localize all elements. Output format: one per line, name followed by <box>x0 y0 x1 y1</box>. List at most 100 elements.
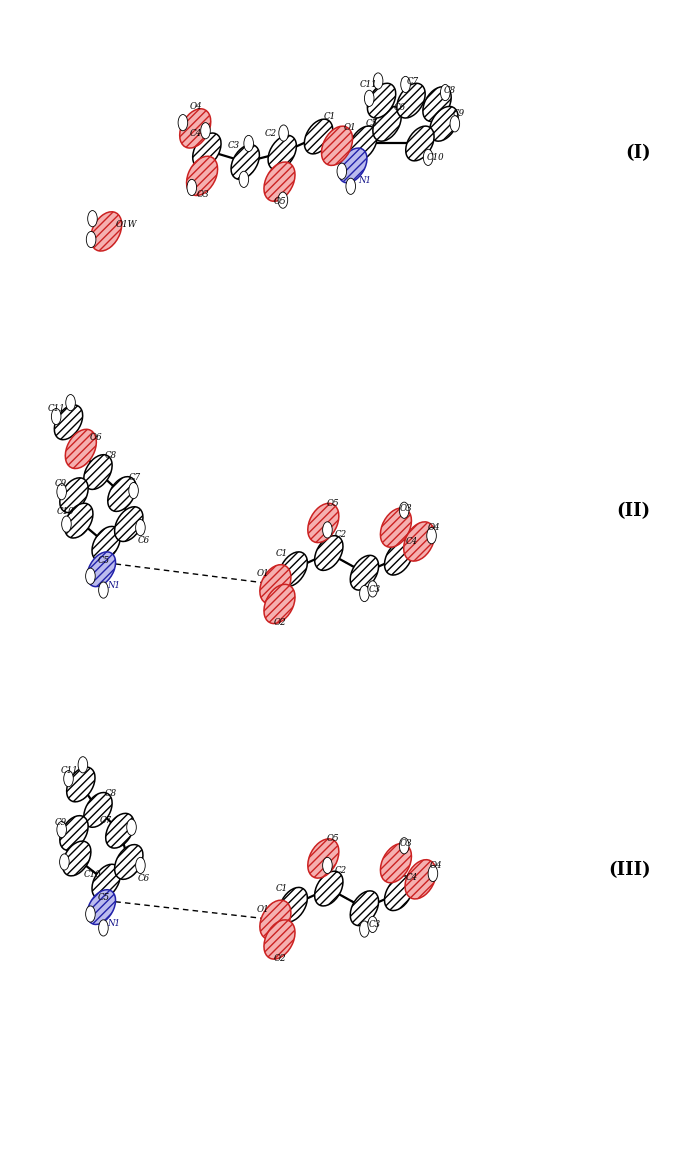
Ellipse shape <box>92 526 121 561</box>
Circle shape <box>399 838 409 854</box>
Text: O3: O3 <box>197 190 209 199</box>
Circle shape <box>99 582 108 598</box>
Text: N1: N1 <box>107 581 120 590</box>
Ellipse shape <box>87 552 116 587</box>
Text: C3: C3 <box>369 920 381 929</box>
Text: O1: O1 <box>256 569 269 578</box>
Ellipse shape <box>186 156 218 196</box>
Ellipse shape <box>423 87 451 121</box>
Circle shape <box>86 568 95 584</box>
Text: C10: C10 <box>427 153 445 162</box>
Text: O1W: O1W <box>116 220 137 229</box>
Text: O6: O6 <box>90 433 102 442</box>
Circle shape <box>428 865 438 882</box>
Text: C1: C1 <box>324 112 336 121</box>
Ellipse shape <box>264 584 295 624</box>
Ellipse shape <box>338 148 367 183</box>
Ellipse shape <box>350 891 379 926</box>
Ellipse shape <box>429 106 458 141</box>
Text: C8: C8 <box>105 789 117 798</box>
Ellipse shape <box>279 552 308 587</box>
Ellipse shape <box>403 522 435 561</box>
Text: C6: C6 <box>394 103 406 112</box>
Circle shape <box>78 757 88 773</box>
Circle shape <box>51 408 61 425</box>
Text: C5: C5 <box>366 119 378 128</box>
Text: C2: C2 <box>334 530 347 539</box>
Text: C4: C4 <box>406 872 418 882</box>
Text: C3: C3 <box>369 584 381 594</box>
Ellipse shape <box>84 793 112 827</box>
Circle shape <box>337 163 347 179</box>
Text: O4: O4 <box>190 102 202 111</box>
Ellipse shape <box>90 212 122 251</box>
Circle shape <box>66 395 75 411</box>
Ellipse shape <box>260 565 291 604</box>
Text: N1: N1 <box>358 176 371 185</box>
Ellipse shape <box>65 429 97 469</box>
Circle shape <box>323 857 332 874</box>
Circle shape <box>129 482 138 499</box>
Circle shape <box>201 123 210 139</box>
Circle shape <box>427 528 436 544</box>
Text: C11: C11 <box>360 80 377 89</box>
Circle shape <box>127 819 136 835</box>
Circle shape <box>86 906 95 922</box>
Ellipse shape <box>308 503 339 543</box>
Circle shape <box>450 116 460 132</box>
Ellipse shape <box>384 876 413 911</box>
Circle shape <box>86 231 96 248</box>
Circle shape <box>62 516 71 532</box>
Circle shape <box>346 178 356 194</box>
Ellipse shape <box>314 536 343 570</box>
Text: O4: O4 <box>428 523 440 532</box>
Ellipse shape <box>114 507 143 541</box>
Text: O5: O5 <box>274 197 286 206</box>
Text: C8: C8 <box>105 451 117 460</box>
Text: (I): (I) <box>625 143 651 162</box>
Ellipse shape <box>304 119 333 154</box>
Ellipse shape <box>264 920 295 959</box>
Text: O3: O3 <box>399 503 412 513</box>
Text: C10: C10 <box>57 507 75 516</box>
Ellipse shape <box>268 135 297 170</box>
Text: C7: C7 <box>129 473 141 482</box>
Ellipse shape <box>60 816 88 850</box>
Ellipse shape <box>380 508 412 547</box>
Ellipse shape <box>179 109 211 148</box>
Ellipse shape <box>105 813 134 848</box>
Ellipse shape <box>60 478 88 513</box>
Text: O5: O5 <box>327 499 339 508</box>
Circle shape <box>178 115 188 131</box>
Ellipse shape <box>54 405 83 440</box>
Ellipse shape <box>349 126 377 161</box>
Circle shape <box>136 857 145 874</box>
Circle shape <box>360 585 369 602</box>
Circle shape <box>401 76 410 93</box>
Circle shape <box>239 171 249 187</box>
Circle shape <box>279 125 288 141</box>
Text: (III): (III) <box>608 861 651 879</box>
Text: C4: C4 <box>190 128 202 138</box>
Circle shape <box>423 149 433 165</box>
Ellipse shape <box>384 540 413 575</box>
Text: C3: C3 <box>228 141 240 150</box>
Text: C7: C7 <box>407 76 419 86</box>
Ellipse shape <box>108 477 136 511</box>
Text: O5: O5 <box>327 834 339 843</box>
Circle shape <box>99 920 108 936</box>
Ellipse shape <box>279 887 308 922</box>
Circle shape <box>368 916 377 933</box>
Text: C2: C2 <box>334 865 347 875</box>
Text: O1: O1 <box>256 905 269 914</box>
Ellipse shape <box>66 767 95 802</box>
Text: C6: C6 <box>138 536 150 545</box>
Text: O2: O2 <box>274 618 286 627</box>
Ellipse shape <box>321 126 353 165</box>
Ellipse shape <box>314 871 343 906</box>
Ellipse shape <box>350 555 379 590</box>
Ellipse shape <box>373 106 401 141</box>
Text: O3: O3 <box>399 839 412 848</box>
Text: C1: C1 <box>276 884 288 893</box>
Text: C5: C5 <box>98 893 110 902</box>
